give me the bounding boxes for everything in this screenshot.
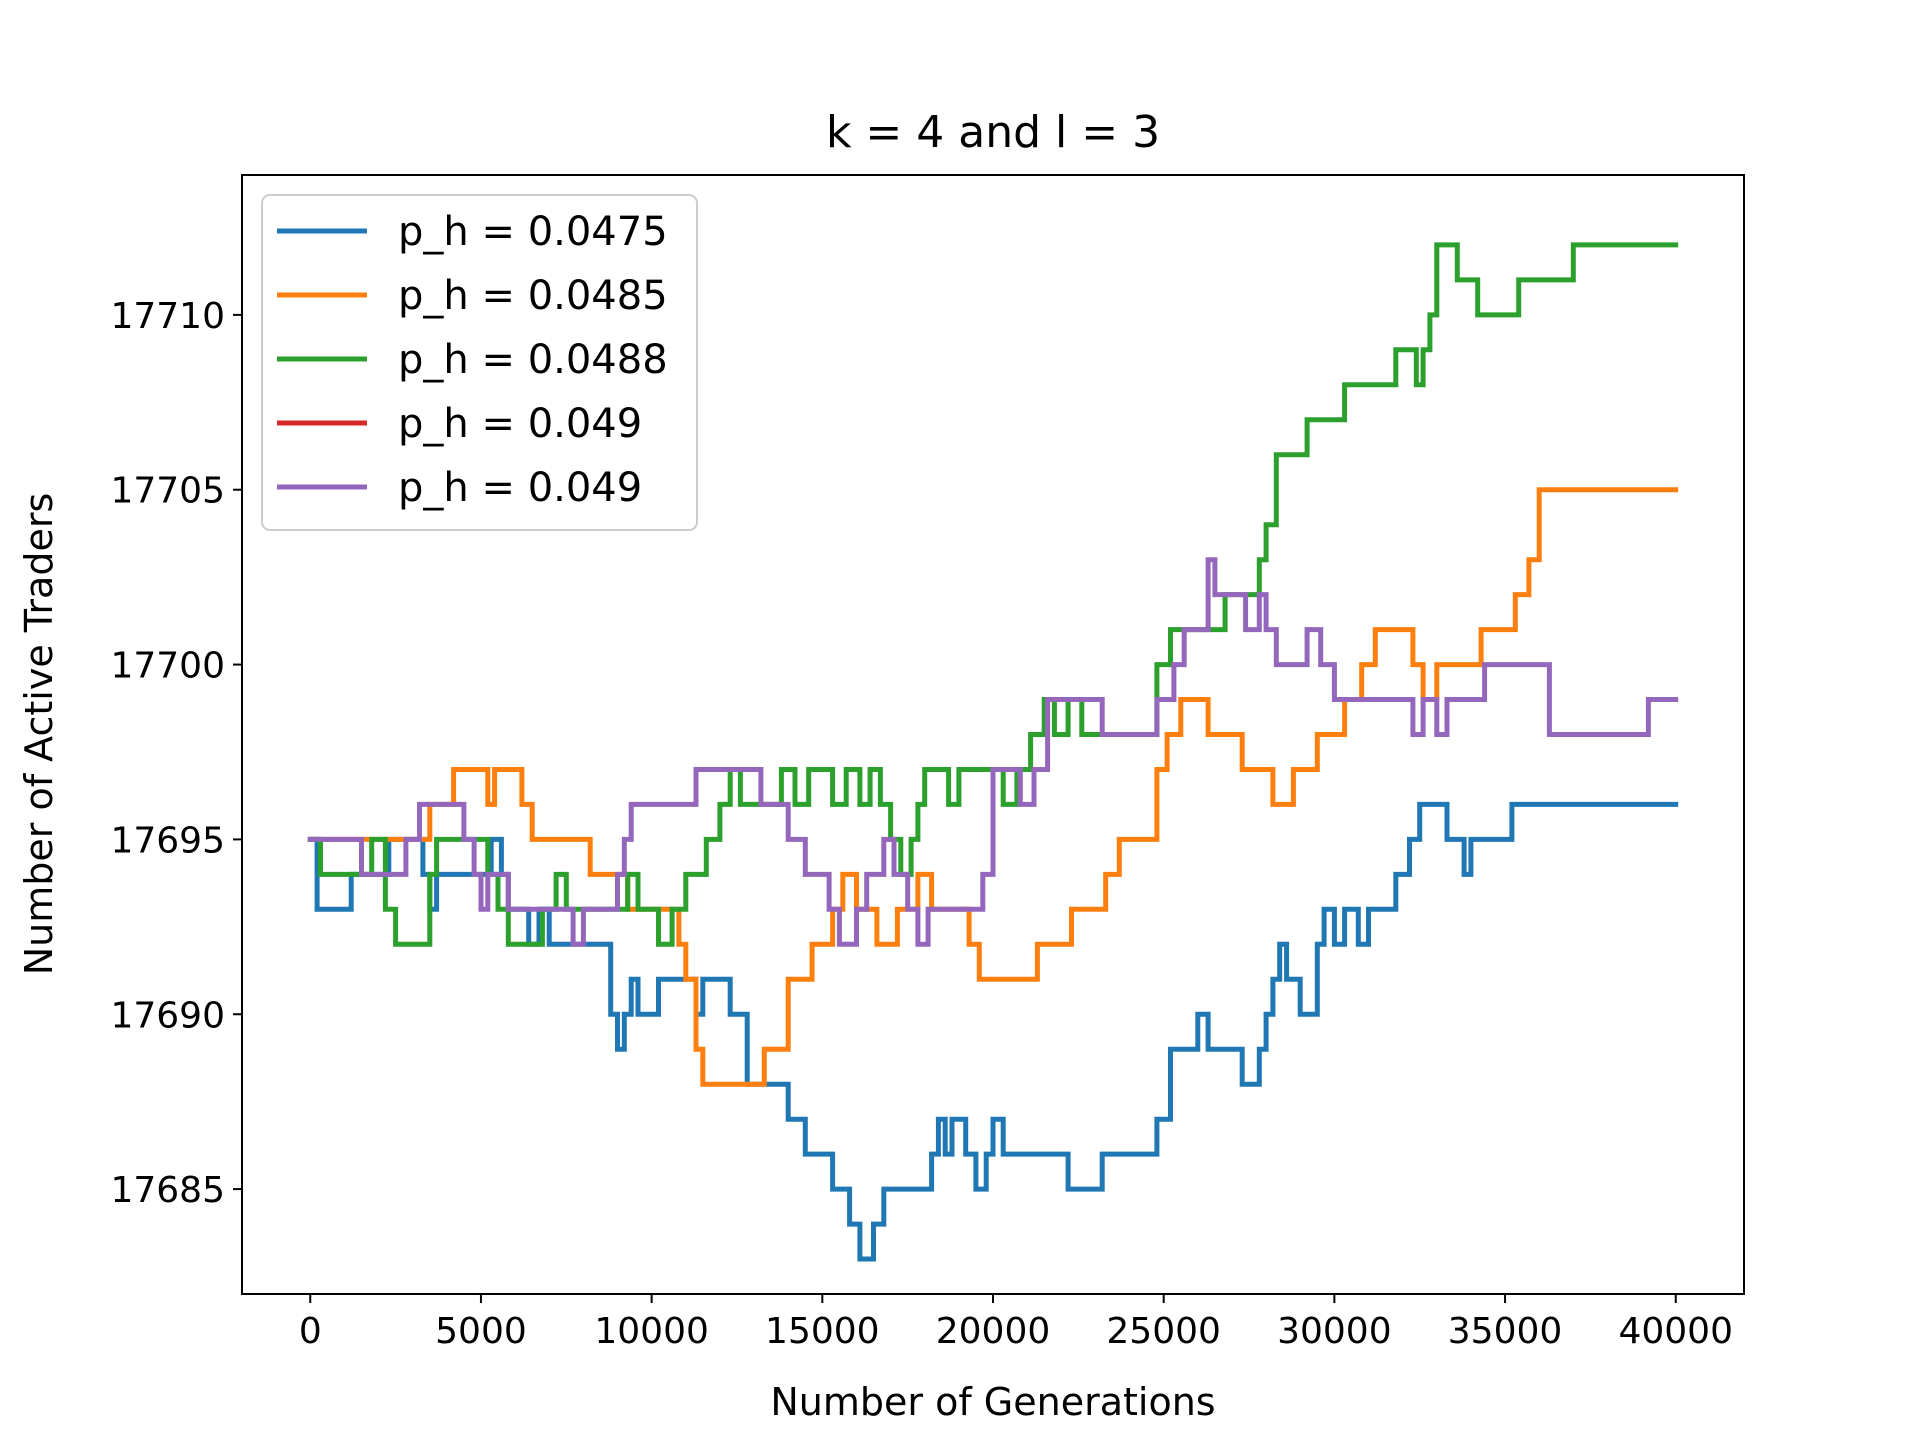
x-tick-label: 20000 [936, 1311, 1051, 1352]
y-tick-label: 17695 [110, 820, 225, 861]
x-tick-label: 5000 [435, 1311, 527, 1352]
y-tick-label: 17685 [110, 1170, 225, 1211]
x-tick-label: 10000 [594, 1311, 709, 1352]
x-axis-ticks: 0 5000 10000 15000 20000 25000 30000 35000 40000 [299, 1294, 1733, 1352]
x-axis-label: Number of Generations [770, 1380, 1215, 1424]
y-tick-label: 17705 [110, 471, 225, 512]
legend-label-1: p_h = 0.0475 [398, 209, 668, 255]
x-tick-label: 15000 [765, 1311, 880, 1352]
series-line-5 [307, 557, 1679, 947]
x-tick-label: 25000 [1106, 1311, 1221, 1352]
y-tick-label: 17690 [110, 995, 225, 1036]
legend-label-2: p_h = 0.0485 [398, 273, 668, 319]
y-tick-label: 17700 [110, 646, 225, 687]
y-tick-label: 17710 [110, 296, 225, 337]
legend-label-3: p_h = 0.0488 [398, 337, 668, 383]
legend-box [261, 194, 698, 531]
legend-label-5: p_h = 0.049 [398, 465, 642, 511]
series-layer [307, 242, 1679, 1262]
x-tick-label: 0 [299, 1311, 322, 1352]
y-axis-label: Number of Active Traders [17, 493, 61, 976]
x-tick-label: 30000 [1277, 1311, 1392, 1352]
y-axis-ticks: 17685 17690 17695 17700 17705 17710 [110, 296, 242, 1211]
chart-title: k = 4 and l = 3 [826, 107, 1160, 158]
legend: p_h = 0.0475 p_h = 0.0485 p_h = 0.0488 p_h … [261, 194, 698, 531]
x-tick-label: 35000 [1448, 1311, 1563, 1352]
legend-label-4: p_h = 0.049 [398, 401, 642, 447]
x-tick-label: 40000 [1618, 1311, 1733, 1352]
